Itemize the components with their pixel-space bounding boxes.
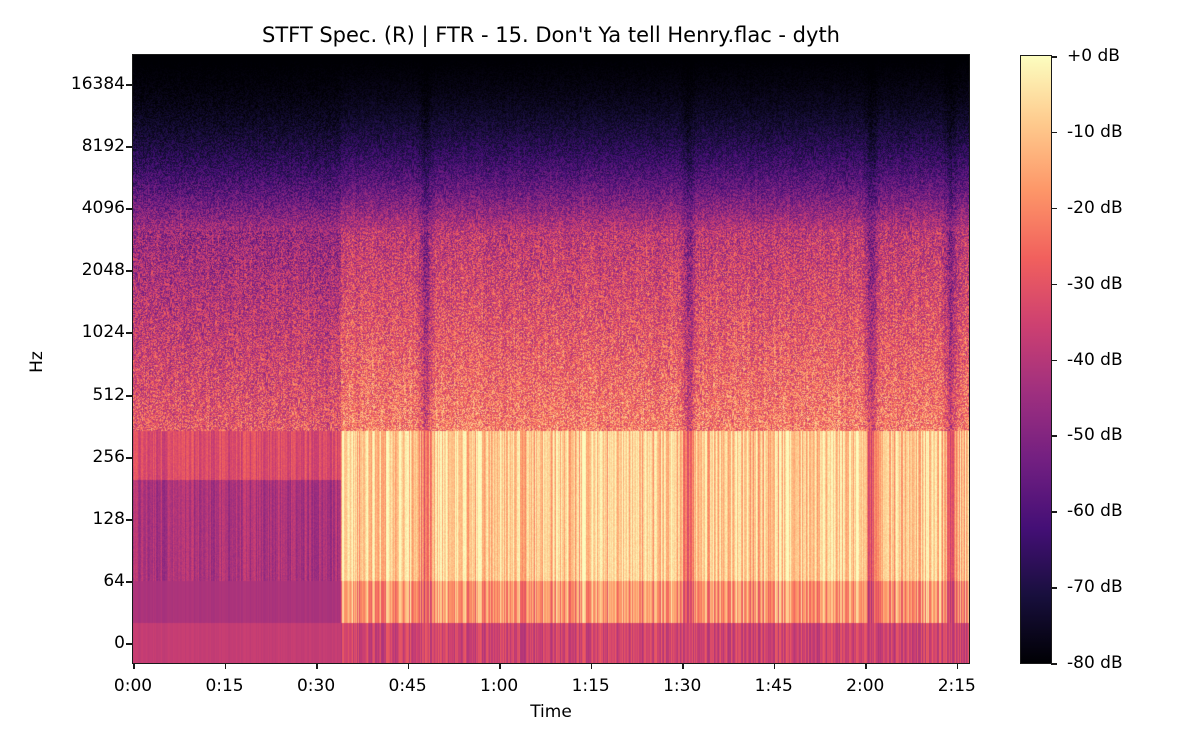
y-tick-label: 8192 — [81, 136, 125, 156]
x-tick-label: 0:45 — [388, 676, 427, 696]
x-tick-mark — [316, 663, 318, 669]
x-tick-mark — [407, 663, 410, 669]
colorbar-tick-mark — [1051, 56, 1057, 58]
y-tick-label: 16384 — [70, 74, 125, 94]
x-axis-label: Time — [530, 702, 572, 722]
x-tick-mark — [682, 663, 684, 669]
colorbar-tick-mark — [1051, 587, 1057, 589]
x-tick-label: 1:15 — [571, 676, 610, 696]
x-tick-label: 0:00 — [113, 676, 153, 696]
x-tick-mark — [499, 663, 501, 669]
x-tick-label: 1:45 — [754, 676, 793, 696]
colorbar-frame — [1020, 55, 1052, 664]
x-tick-mark — [133, 663, 135, 669]
colorbar-tick-label: -60 dB — [1067, 501, 1123, 522]
y-tick-label: 512 — [92, 385, 125, 405]
colorbar — [1020, 55, 1052, 664]
colorbar-tick-label: -20 dB — [1067, 197, 1123, 218]
y-tick-mark — [126, 84, 132, 86]
colorbar-tick-mark — [1051, 663, 1057, 665]
x-tick-mark — [224, 663, 227, 669]
y-tick-mark — [126, 643, 132, 645]
y-tick-label: 0 — [114, 633, 125, 653]
y-tick-label: 128 — [92, 509, 125, 529]
colorbar-tick-label: -30 dB — [1067, 273, 1123, 294]
colorbar-tick-label: -70 dB — [1067, 577, 1123, 598]
y-tick-mark — [126, 519, 132, 521]
colorbar-tick-mark — [1051, 359, 1057, 361]
colorbar-tick-label: -40 dB — [1067, 349, 1123, 370]
y-tick-mark — [126, 395, 132, 397]
colorbar-tick-mark — [1051, 511, 1057, 513]
spectrogram-image — [133, 55, 969, 663]
x-tick-label: 2:15 — [937, 676, 976, 696]
x-tick-label: 2:00 — [846, 676, 885, 696]
y-tick-mark — [126, 457, 132, 459]
x-tick-mark — [590, 663, 593, 669]
colorbar-tick-mark — [1051, 283, 1057, 286]
y-tick-label: 2048 — [81, 260, 125, 280]
colorbar-tick-label: +0 dB — [1067, 46, 1120, 66]
y-tick-mark — [126, 270, 132, 272]
colorbar-tick-mark — [1051, 435, 1057, 437]
x-tick-label: 0:15 — [205, 676, 244, 696]
y-tick-mark — [126, 332, 132, 334]
y-axis-label: Hz — [27, 351, 47, 373]
colorbar-tick-label: -50 dB — [1067, 425, 1123, 446]
chart-title: STFT Spec. (R) | FTR - 15. Don't Ya tell… — [261, 23, 840, 47]
colorbar-gradient — [1021, 56, 1051, 663]
y-tick-mark — [126, 208, 132, 210]
y-tick-label: 256 — [92, 447, 125, 467]
x-tick-mark — [773, 663, 776, 669]
y-tick-mark — [126, 146, 132, 148]
colorbar-tick-label: -80 dB — [1067, 653, 1123, 673]
colorbar-tick-mark — [1051, 207, 1057, 210]
y-tick-label: 1024 — [81, 322, 125, 342]
y-tick-label: 4096 — [81, 198, 125, 218]
colorbar-tick-mark — [1051, 131, 1057, 134]
x-tick-label: 0:30 — [296, 676, 336, 696]
x-tick-mark — [956, 663, 959, 669]
x-tick-label: 1:30 — [663, 676, 702, 696]
y-tick-mark — [126, 581, 132, 583]
spectrogram-plot-area — [132, 54, 970, 664]
x-tick-label: 1:00 — [480, 676, 519, 696]
x-tick-mark — [865, 663, 867, 669]
y-tick-label: 64 — [103, 571, 125, 591]
colorbar-tick-label: -10 dB — [1067, 121, 1123, 142]
